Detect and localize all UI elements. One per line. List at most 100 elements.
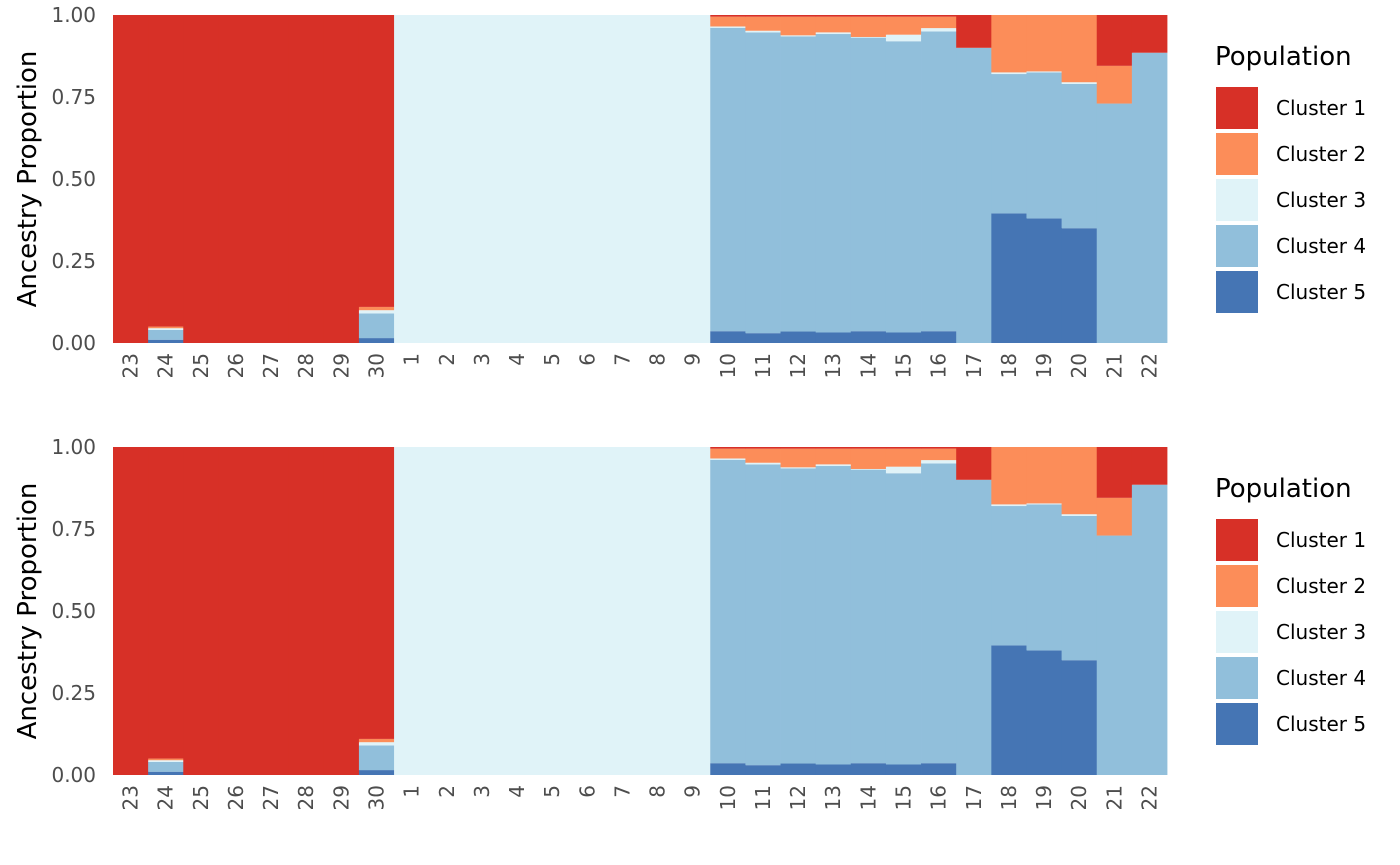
legend-title: Population — [1215, 42, 1352, 72]
bar-segment-13-cluster-5 — [815, 764, 852, 775]
bar-segment-19-cluster-3 — [1026, 503, 1062, 505]
bar-segment-22-cluster-4 — [1131, 484, 1168, 775]
bar-segment-12-cluster-4 — [780, 36, 817, 332]
bar-segment-30-cluster-5 — [358, 338, 395, 343]
bar-segment-20-cluster-3 — [1061, 82, 1098, 84]
x-tick-label: 30 — [365, 785, 389, 810]
bar-segment-12-cluster-1 — [780, 447, 817, 449]
bar-segment-10-cluster-4 — [710, 27, 746, 332]
ancestry-chart-bottom: 23 24 25 26 27 28 29 30 1 2 3 4 5 6 7 8 9 10 11 12 13 14 15 16 1… — [13, 435, 1366, 810]
bar-segment-10-cluster-5 — [710, 763, 746, 775]
bar-segment-13-cluster-2 — [815, 16, 852, 33]
bar-segment-10-cluster-1 — [710, 15, 746, 17]
bar-segment-12-cluster-1 — [780, 15, 817, 17]
bar-segment-14-cluster-3 — [850, 468, 887, 470]
bar-segment-19-cluster-5 — [1026, 218, 1062, 343]
bar-segment-11-cluster-1 — [745, 15, 781, 17]
bar-segment-28-cluster-1 — [288, 447, 325, 775]
x-tick-label: 29 — [329, 353, 353, 378]
bar-segment-30-cluster-4 — [358, 745, 395, 771]
x-tick-label: 3 — [470, 785, 494, 798]
legend-title: Population — [1215, 474, 1352, 504]
bar-segment-11-cluster-2 — [745, 16, 781, 31]
bar-segment-20-cluster-4 — [1061, 83, 1098, 229]
legend-swatch-cluster-1 — [1216, 87, 1258, 129]
bar-segment-23-cluster-1 — [113, 15, 149, 343]
bar-segment-24-cluster-1 — [148, 15, 184, 327]
bar-segment-20-cluster-5 — [1061, 660, 1098, 775]
bar-segment-12-cluster-2 — [780, 16, 817, 36]
bar-segment-14-cluster-1 — [850, 447, 887, 449]
bar-segment-10-cluster-1 — [710, 447, 746, 449]
x-tick-label: 19 — [1032, 785, 1056, 810]
bar-segment-17-cluster-1 — [956, 15, 992, 48]
x-tick-label: 15 — [892, 353, 916, 378]
y-tick-label: 0.25 — [51, 249, 96, 273]
x-tick-label: 5 — [540, 353, 564, 366]
x-tick-label: 12 — [786, 785, 810, 810]
x-tick-label: 3 — [470, 353, 494, 366]
bar-segment-15-cluster-2 — [885, 448, 922, 467]
x-tick-label: 22 — [1137, 353, 1161, 378]
bar-segment-14-cluster-5 — [850, 763, 887, 775]
legend-swatch-cluster-3 — [1216, 179, 1258, 221]
bar-segment-17-cluster-4 — [956, 47, 992, 344]
x-tick-label: 8 — [646, 785, 670, 798]
x-tick-label: 2 — [435, 353, 459, 366]
bar-segment-24-cluster-5 — [148, 339, 184, 343]
bar-segment-19-cluster-2 — [1026, 15, 1062, 72]
bar-segment-10-cluster-2 — [710, 16, 746, 27]
x-tick-label: 13 — [821, 353, 845, 378]
y-axis-title: Ancestry Proportion — [13, 51, 43, 308]
bar-segment-24-cluster-4 — [148, 761, 184, 772]
bar-segment-19-cluster-3 — [1026, 71, 1062, 73]
legend-swatch-cluster-4 — [1216, 657, 1258, 699]
x-tick-label: 4 — [505, 785, 529, 798]
y-tick-label: 1.00 — [51, 3, 96, 27]
bar-segment-14-cluster-1 — [850, 15, 887, 17]
bar-segment-6-cluster-3 — [569, 15, 606, 343]
legend-label: Cluster 2 — [1276, 142, 1366, 166]
bar-segment-9-cluster-3 — [675, 15, 711, 343]
bar-segment-16-cluster-4 — [921, 31, 957, 332]
x-tick-label: 29 — [329, 785, 353, 810]
y-tick-label: 0.50 — [51, 599, 96, 623]
bar-segment-25-cluster-1 — [183, 15, 219, 343]
bar-segment-15-cluster-2 — [885, 16, 922, 35]
bar-segment-3-cluster-3 — [464, 447, 500, 775]
bar-segment-18-cluster-5 — [991, 213, 1027, 343]
bar-segment-16-cluster-1 — [921, 447, 957, 449]
legend-swatch-cluster-2 — [1216, 133, 1258, 175]
bar-segment-15-cluster-5 — [885, 764, 922, 775]
bar-segment-16-cluster-2 — [921, 448, 957, 461]
bar-segment-2-cluster-3 — [429, 447, 465, 775]
bar-segment-25-cluster-1 — [183, 447, 219, 775]
bar-segment-27-cluster-1 — [253, 447, 290, 775]
legend-swatch-cluster-4 — [1216, 225, 1258, 267]
bar-segment-13-cluster-4 — [815, 466, 852, 765]
bar-segment-10-cluster-3 — [710, 458, 746, 460]
x-tick-label: 8 — [646, 353, 670, 366]
legend-label: Cluster 4 — [1276, 666, 1366, 690]
legend-swatch-cluster-3 — [1216, 611, 1258, 653]
x-tick-label: 16 — [927, 785, 951, 810]
y-tick-label: 0.00 — [51, 763, 96, 787]
ancestry-chart-top: 23 24 25 26 27 28 29 30 1 2 3 4 5 6 7 8 9 10 11 12 13 14 15 16 1… — [13, 3, 1366, 378]
x-tick-label: 14 — [856, 785, 880, 810]
bar-segment-11-cluster-3 — [745, 30, 781, 33]
bar-segment-24-cluster-2 — [148, 326, 184, 329]
bar-segment-12-cluster-5 — [780, 331, 817, 343]
bar-segment-13-cluster-2 — [815, 448, 852, 465]
bar-segment-16-cluster-4 — [921, 463, 957, 764]
x-tick-label: 22 — [1137, 785, 1161, 810]
y-tick-label: 1.00 — [51, 435, 96, 459]
bar-segment-21-cluster-4 — [1096, 535, 1133, 775]
bar-segment-21-cluster-2 — [1096, 65, 1133, 104]
bar-segment-16-cluster-3 — [921, 460, 957, 464]
x-tick-label: 5 — [540, 785, 564, 798]
legend-swatch-cluster-5 — [1216, 271, 1258, 313]
bar-segment-17-cluster-1 — [956, 447, 992, 480]
x-tick-label: 23 — [119, 353, 143, 378]
bar-segment-14-cluster-4 — [850, 469, 887, 764]
bar-segment-7-cluster-3 — [604, 447, 641, 775]
